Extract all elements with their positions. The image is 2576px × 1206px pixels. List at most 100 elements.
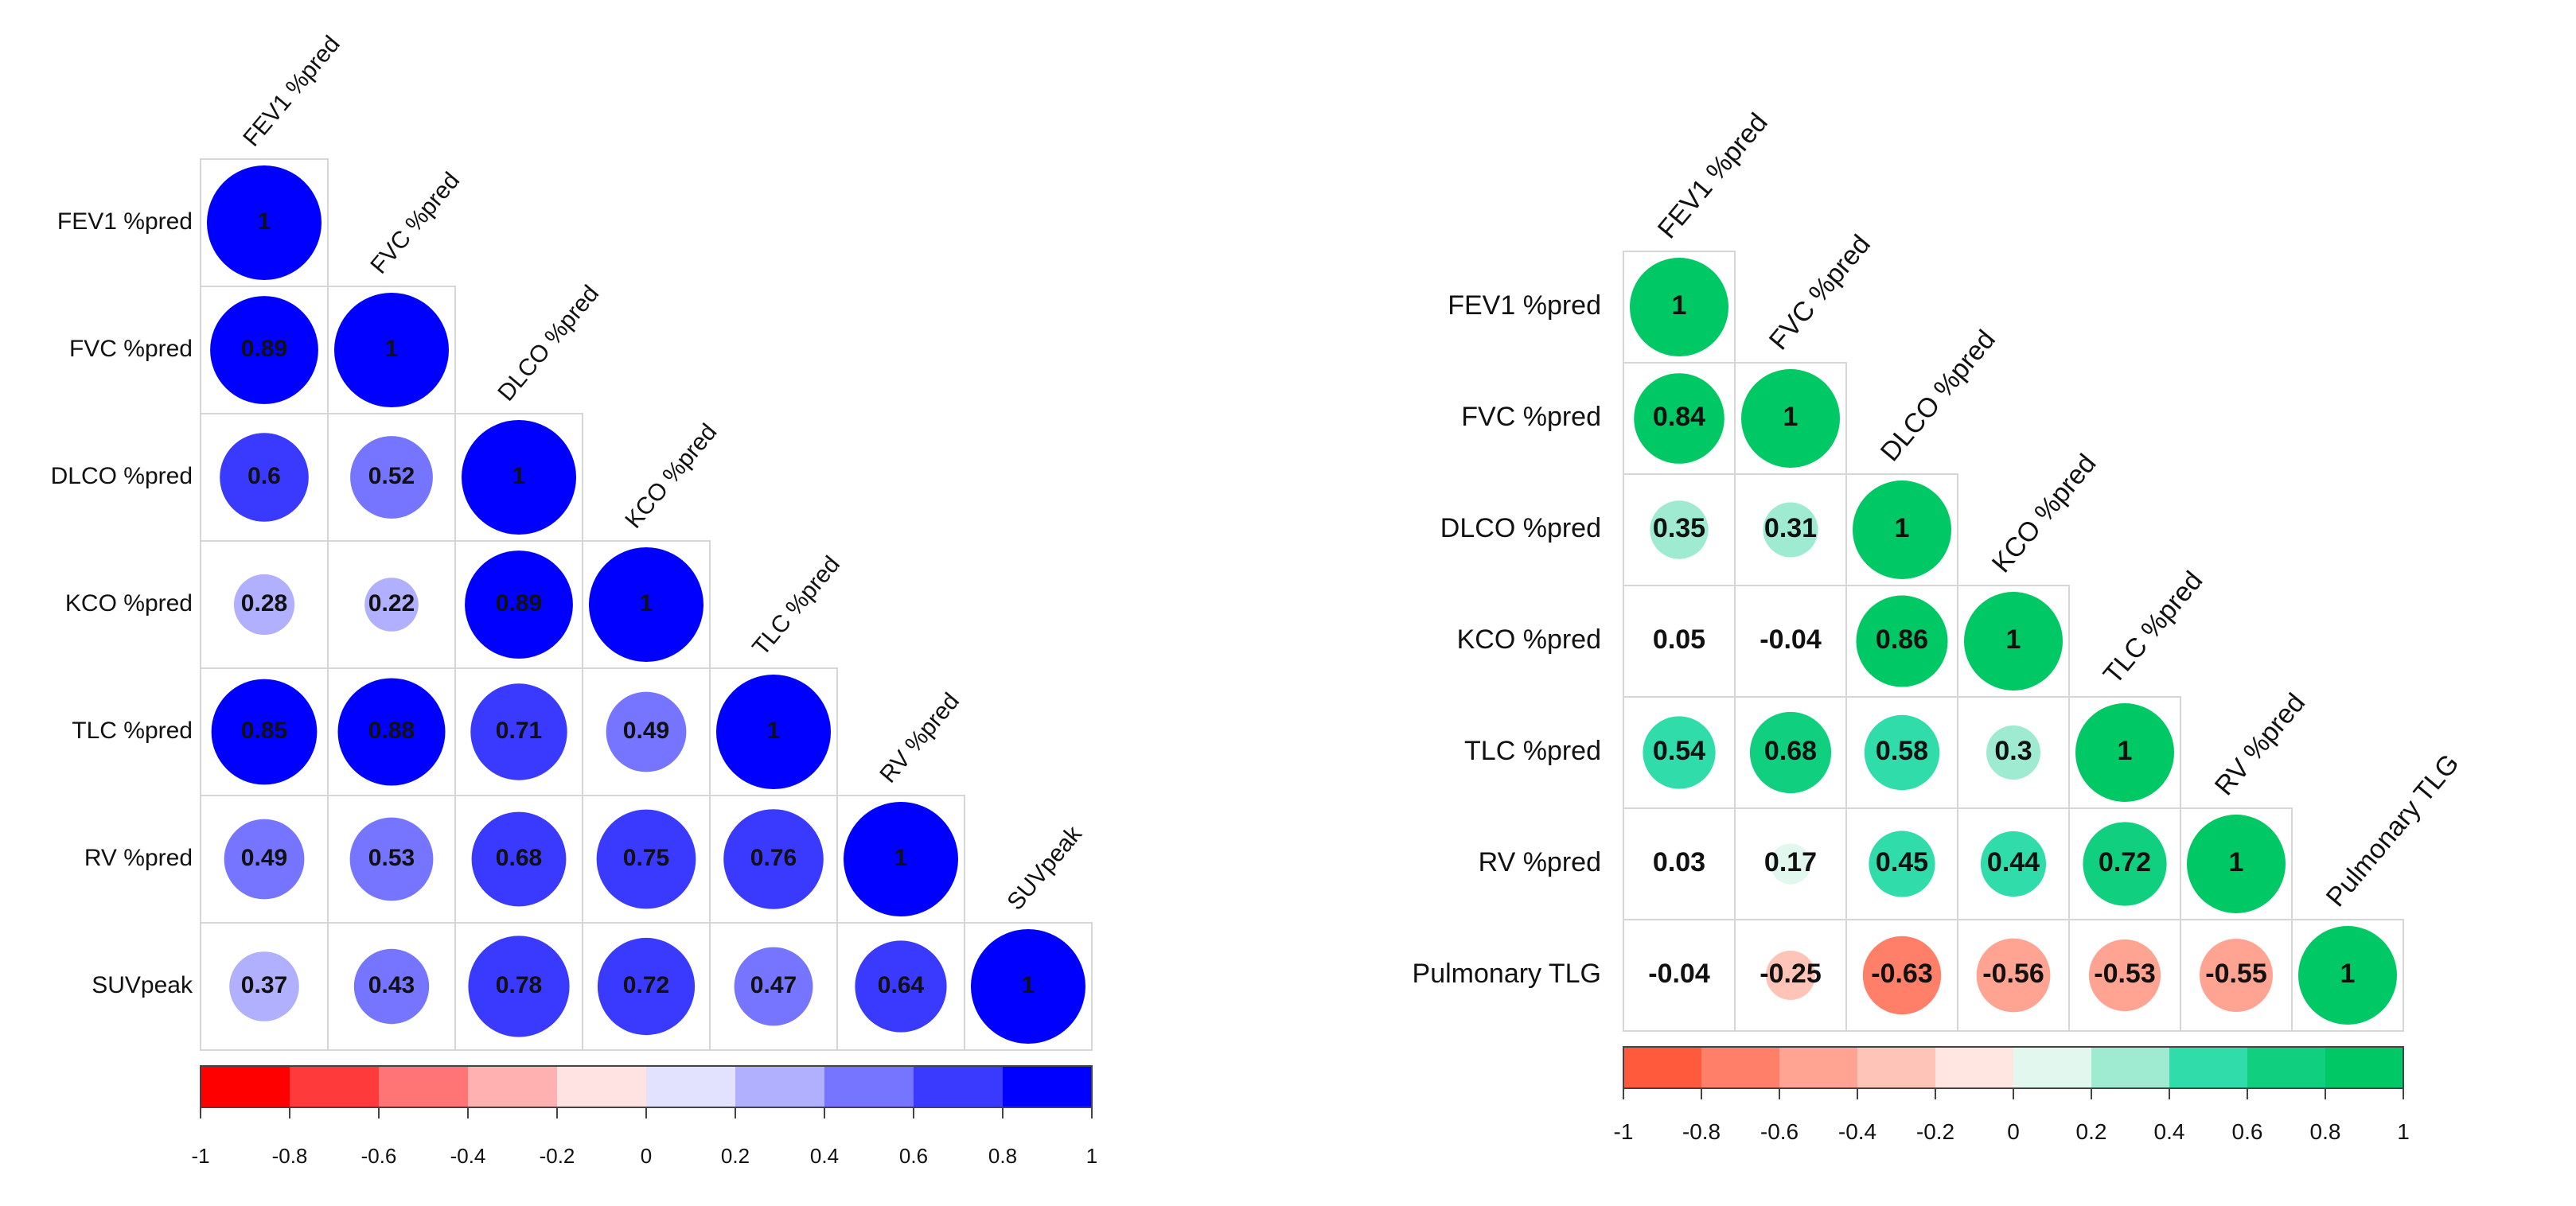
col-label-fev1-pred: FEV1 %pred: [1652, 107, 1774, 244]
corr-value-kco-pred-kco-pred: 1: [2006, 624, 2021, 655]
corr-value-rv-pred-fev1-pred: 0.49: [241, 845, 287, 871]
colorbar-bin: [735, 1066, 825, 1107]
corr-value-kco-pred-kco-pred: 1: [640, 590, 653, 617]
corr-value-pulmonary-tlg-dlco-pred: -0.63: [1871, 959, 1933, 989]
colorbar-tick-label: -0.4: [1838, 1119, 1876, 1144]
colorbar-tick-label: 0.8: [988, 1144, 1017, 1168]
corr-value-fev1-pred-fev1-pred: 1: [1672, 290, 1687, 321]
corr-circle-rv-pred-dlco-pred: [471, 811, 567, 907]
corr-value-kco-pred-dlco-pred: 0.86: [1876, 624, 1928, 655]
colorbar-tick-label: 0.4: [2154, 1119, 2185, 1144]
corr-value-tlc-pred-kco-pred: 0.49: [623, 718, 669, 744]
corr-circle-dlco-pred-fvc-pred: [1763, 502, 1818, 558]
corr-circle-tlc-pred-fvc-pred: [337, 678, 446, 786]
row-label-rv-pred: RV %pred: [1479, 847, 1601, 877]
colorbar-tick-label: 0: [641, 1144, 652, 1168]
corr-circle-fvc-pred-fev1-pred: [210, 296, 318, 404]
corr-value-rv-pred-tlc-pred: 0.76: [750, 845, 797, 871]
col-label-fvc-pred: FVC %pred: [365, 168, 465, 279]
corr-value-rv-pred-kco-pred: 0.44: [1987, 847, 2040, 877]
colorbar-bin: [557, 1066, 647, 1107]
corr-value-suvpeak-fev1-pred: 0.37: [241, 972, 287, 998]
corr-value-dlco-pred-fvc-pred: 0.52: [368, 463, 415, 489]
corr-value-kco-pred-fvc-pred: 0.22: [368, 590, 415, 617]
colorbar-tick-label: 1: [2397, 1119, 2410, 1144]
col-label-dlco-pred: DLCO %pred: [1875, 325, 2001, 467]
corr-value-fev1-pred-fev1-pred: 1: [258, 208, 271, 235]
corr-value-tlc-pred-tlc-pred: 1: [2118, 736, 2133, 766]
colorbar-tick-label: 0: [2007, 1119, 2020, 1144]
colorbar-tick-label: -0.8: [272, 1144, 308, 1168]
corr-circle-kco-pred-kco-pred: [1964, 592, 2063, 691]
corr-value-kco-pred-fvc-pred: -0.04: [1760, 624, 1822, 655]
col-label-fev1-pred: FEV1 %pred: [238, 31, 345, 152]
corr-circle-tlc-pred-fev1-pred: [1643, 716, 1716, 789]
corr-circle-dlco-pred-fev1-pred: [1650, 500, 1709, 559]
colorbar-bin: [1779, 1047, 1858, 1088]
corr-value-pulmonary-tlg-kco-pred: -0.56: [1982, 959, 2044, 989]
corr-circle-rv-pred-tlc-pred: [723, 809, 824, 909]
colorbar-tick-label: -0.2: [540, 1144, 575, 1168]
row-label-fvc-pred: FVC %pred: [1461, 402, 1601, 432]
colorbar-tick-label: -0.6: [1760, 1119, 1799, 1144]
colorbar-tick-label: -0.4: [450, 1144, 486, 1168]
row-label-tlc-pred: TLC %pred: [72, 718, 193, 744]
corr-circle-tlc-pred-fev1-pred: [211, 679, 318, 785]
col-label-kco-pred: KCO %pred: [620, 419, 722, 534]
cell-border: [964, 922, 1093, 1051]
corr-circle-rv-pred-dlco-pred: [1869, 831, 1935, 897]
corr-value-fvc-pred-fev1-pred: 0.89: [241, 336, 287, 362]
corr-value-pulmonary-tlg-fvc-pred: -0.25: [1760, 959, 1822, 989]
colorbar-tick-label: -0.2: [1916, 1119, 1954, 1144]
corr-value-tlc-pred-dlco-pred: 0.71: [496, 718, 542, 744]
corr-circle-rv-pred-tlc-pred: [2083, 822, 2167, 906]
corr-circle-suvpeak-rv-pred: [855, 940, 947, 1033]
corr-circle-kco-pred-fev1-pred: [233, 574, 295, 636]
corr-circle-fvc-pred-fev1-pred: [1634, 373, 1724, 464]
corr-value-fvc-pred-fev1-pred: 0.84: [1653, 402, 1705, 432]
corr-value-rv-pred-dlco-pred: 0.45: [1876, 847, 1928, 877]
colorbar-tick-label: 0.6: [2232, 1119, 2263, 1144]
col-label-tlc-pred: TLC %pred: [2098, 566, 2209, 690]
corr-value-pulmonary-tlg-tlc-pred: -0.53: [2094, 959, 2156, 989]
corr-value-fvc-pred-fvc-pred: 1: [385, 336, 399, 362]
corr-value-tlc-pred-fev1-pred: 0.54: [1653, 736, 1705, 766]
corr-circle-rv-pred-rv-pred: [2187, 815, 2286, 913]
row-label-fvc-pred: FVC %pred: [69, 336, 193, 362]
corr-circle-suvpeak-kco-pred: [597, 937, 696, 1036]
corr-value-rv-pred-fev1-pred: 0.03: [1653, 847, 1705, 877]
colorbar-tick-label: -0.8: [1682, 1119, 1721, 1144]
colorbar-bin: [2169, 1047, 2248, 1088]
row-label-suvpeak: SUVpeak: [92, 972, 193, 998]
row-label-dlco-pred: DLCO %pred: [1440, 513, 1601, 543]
colorbar-bin: [2247, 1047, 2326, 1088]
colorbar-tick-label: -0.6: [361, 1144, 397, 1168]
row-label-fev1-pred: FEV1 %pred: [1448, 290, 1601, 321]
corr-value-kco-pred-fev1-pred: 0.28: [241, 590, 287, 617]
corr-value-suvpeak-rv-pred: 0.64: [878, 972, 925, 998]
corr-circle-dlco-pred-dlco-pred: [1853, 480, 1951, 579]
corr-circle-pulmonary-tlg-kco-pred: [1976, 938, 2051, 1013]
corr-circle-fvc-pred-fvc-pred: [334, 293, 449, 407]
corr-circle-kco-pred-dlco-pred: [1856, 595, 1948, 687]
corr-value-dlco-pred-dlco-pred: 1: [512, 463, 526, 489]
corr-circle-rv-pred-fvc-pred: [349, 817, 434, 901]
colorbar-bin: [1857, 1047, 1936, 1088]
corr-value-rv-pred-fvc-pred: 0.53: [368, 845, 415, 871]
corr-circle-rv-pred-fev1-pred: [224, 819, 305, 900]
colorbar-bin: [1623, 1047, 1702, 1088]
corr-circle-suvpeak-suvpeak: [971, 929, 1085, 1044]
corr-circle-pulmonary-tlg-tlc-pred: [2088, 939, 2161, 1012]
corr-circle-pulmonary-tlg-fvc-pred: [1766, 951, 1815, 1000]
corr-value-rv-pred-rv-pred: 1: [2229, 847, 2244, 877]
corr-value-rv-pred-fvc-pred: 0.17: [1764, 847, 1817, 877]
row-label-tlc-pred: TLC %pred: [1464, 736, 1601, 766]
corr-value-dlco-pred-dlco-pred: 1: [1895, 513, 1910, 543]
corr-value-rv-pred-tlc-pred: 0.72: [2099, 847, 2151, 877]
corr-value-pulmonary-tlg-rv-pred: -0.55: [2205, 959, 2267, 989]
colorbar-bin: [1701, 1047, 1780, 1088]
colorbar-bin: [2325, 1047, 2404, 1088]
